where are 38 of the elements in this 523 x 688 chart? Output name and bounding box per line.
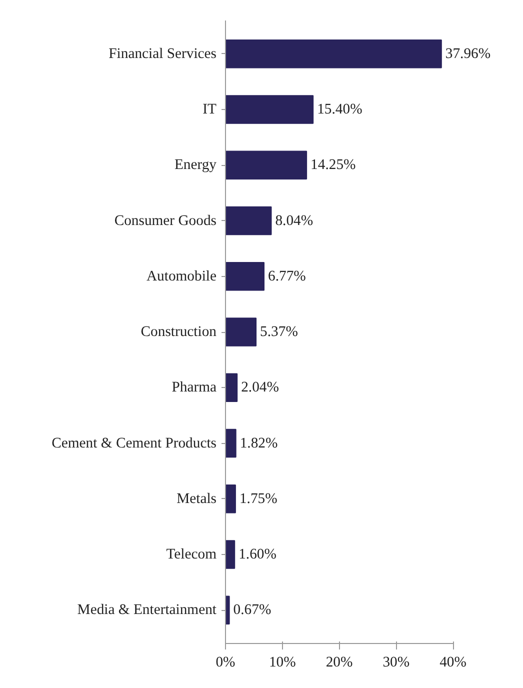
data-label: 1.75% [239,490,278,507]
y-tick-label: Energy [174,157,218,174]
data-label: 1.82% [240,435,278,452]
data-label: 5.37% [260,324,298,340]
data-label: 2.04% [241,380,279,396]
y-tick-label: Pharma [172,380,217,396]
data-label: 37.96% [445,46,491,62]
x-tick-label: 30% [382,654,410,670]
bar [226,150,308,180]
y-tick-label: IT [202,102,217,118]
bar [226,206,272,236]
x-tick-label: 0% [216,654,236,670]
x-tick-label: 20% [326,654,353,670]
bar [226,318,257,346]
bar [226,373,238,402]
bar [226,39,442,68]
x-tick-label: 40% [440,654,466,670]
y-tick-label: Construction [140,324,218,340]
y-tick-label: Cement & Cement Products [52,435,217,452]
y-tick-label: Financial Services [108,46,217,62]
bar [226,596,230,625]
bar [226,484,236,514]
y-tick-label: Metals [176,490,217,507]
data-label: 1.60% [238,546,276,562]
bar [226,540,236,569]
data-label: 6.77% [268,268,306,284]
y-tick-label: Telecom [166,546,218,562]
data-label: 8.04% [275,212,314,229]
data-label: 0.67% [233,602,272,618]
bar [226,428,236,458]
y-tick-label: Consumer Goods [114,212,217,229]
x-tick-label: 10% [268,654,296,670]
bar [226,262,265,291]
data-label: 15.40% [317,102,362,118]
y-tick-label: Automobile [146,268,217,284]
data-label: 14.25% [310,157,356,174]
bar [226,95,314,124]
y-tick-label: Media & Entertainment [77,602,217,618]
